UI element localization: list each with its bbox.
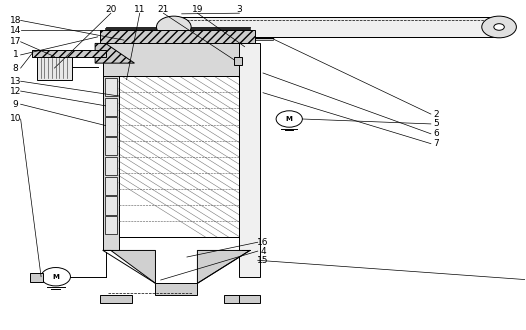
- Bar: [105, 117, 117, 136]
- Bar: [105, 98, 117, 116]
- Text: 13: 13: [9, 77, 21, 86]
- Circle shape: [157, 16, 191, 38]
- Text: 5: 5: [433, 119, 439, 128]
- Bar: [100, 30, 255, 44]
- Bar: [224, 295, 255, 303]
- Bar: [239, 44, 250, 250]
- Bar: [105, 216, 117, 234]
- Bar: [174, 17, 499, 37]
- Bar: [29, 274, 43, 282]
- Text: 1: 1: [13, 50, 18, 59]
- Text: 2: 2: [433, 110, 439, 118]
- Polygon shape: [197, 250, 250, 283]
- Text: M: M: [286, 116, 292, 122]
- Text: 4: 4: [260, 247, 266, 256]
- Bar: [105, 137, 117, 155]
- Circle shape: [276, 111, 302, 127]
- Text: 16: 16: [257, 238, 269, 247]
- Text: 3: 3: [237, 5, 242, 14]
- Text: 15: 15: [257, 256, 269, 265]
- Text: 9: 9: [13, 100, 18, 109]
- Bar: [156, 283, 197, 295]
- Polygon shape: [197, 44, 234, 78]
- Text: M: M: [53, 274, 59, 280]
- Text: 19: 19: [191, 5, 203, 14]
- Text: 6: 6: [433, 129, 439, 138]
- Polygon shape: [176, 44, 210, 76]
- Bar: [234, 56, 242, 65]
- Polygon shape: [103, 250, 156, 283]
- Bar: [37, 56, 72, 80]
- Bar: [103, 44, 119, 250]
- Text: 11: 11: [134, 5, 146, 14]
- Text: 10: 10: [9, 115, 21, 123]
- Bar: [105, 196, 117, 214]
- Bar: [239, 44, 260, 277]
- Text: 14: 14: [9, 26, 21, 35]
- Bar: [105, 157, 117, 175]
- Bar: [105, 78, 117, 96]
- Bar: [103, 44, 250, 76]
- Text: 7: 7: [433, 139, 439, 148]
- Bar: [100, 295, 132, 303]
- Circle shape: [494, 24, 504, 30]
- Text: 17: 17: [9, 37, 21, 46]
- Bar: [119, 76, 239, 237]
- Text: 12: 12: [9, 86, 21, 96]
- Circle shape: [41, 268, 70, 286]
- Bar: [119, 76, 239, 237]
- Circle shape: [482, 16, 517, 38]
- Text: 20: 20: [105, 5, 117, 14]
- Bar: [32, 50, 106, 57]
- Bar: [239, 295, 260, 303]
- Text: 18: 18: [9, 16, 21, 25]
- Polygon shape: [95, 44, 135, 63]
- Bar: [105, 177, 117, 195]
- Text: 21: 21: [158, 5, 169, 14]
- Text: 8: 8: [13, 64, 18, 73]
